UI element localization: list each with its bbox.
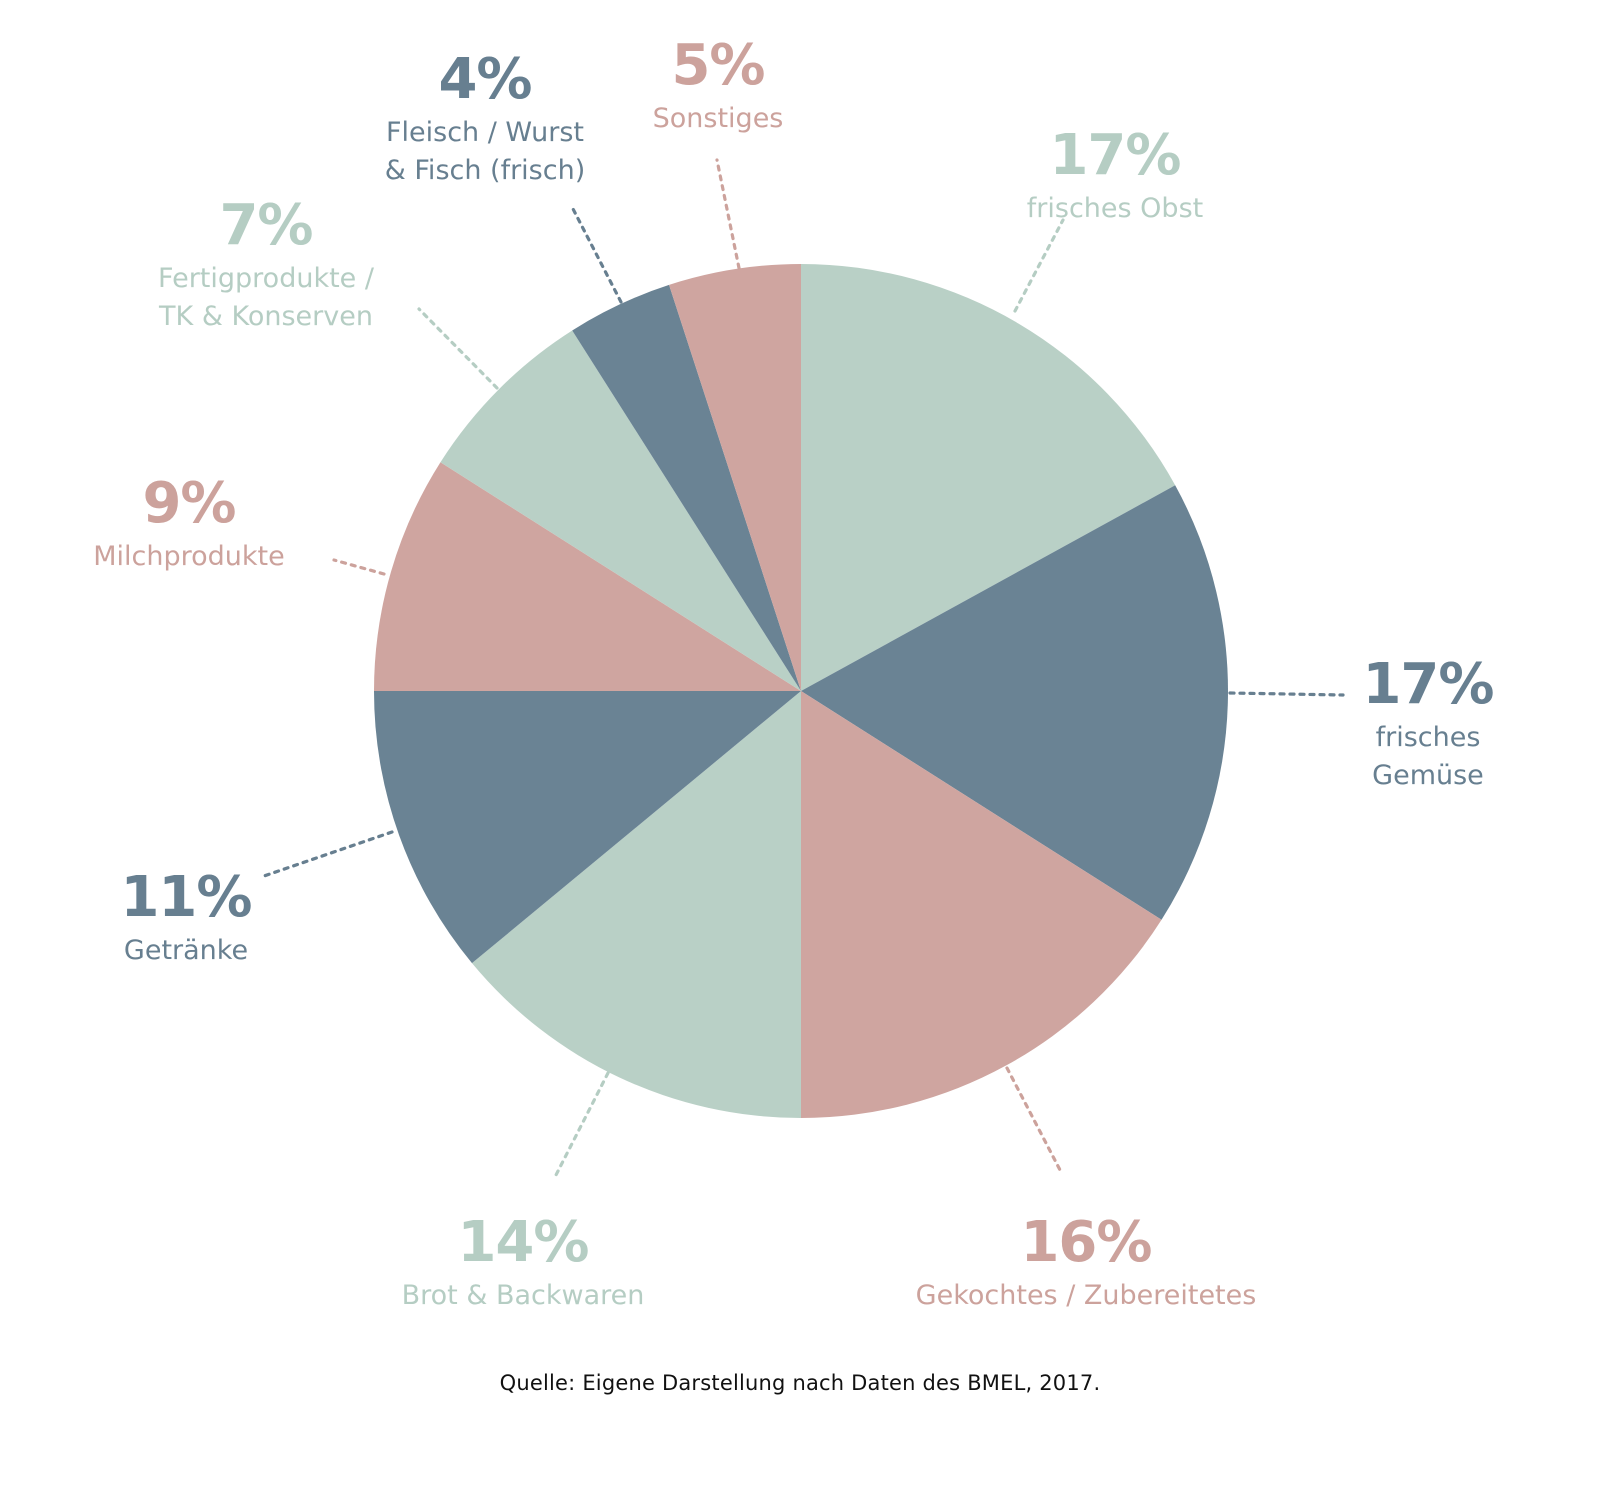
leader-line-fertigprodukte-tk-und-konserven xyxy=(417,307,499,390)
pie-slices xyxy=(373,264,1229,1118)
slice-getraenke xyxy=(374,691,801,964)
category-label-frisches-obst: frisches Obst xyxy=(1027,193,1203,224)
slice-sonstiges xyxy=(669,264,801,691)
value-label-fertigprodukte-tk-und-konserven: 7% xyxy=(219,193,312,258)
leader-line-sonstiges xyxy=(715,158,741,270)
leader-line-brot-und-backwaren xyxy=(554,1071,610,1177)
slice-gekochtes-zubereitetes xyxy=(801,691,1162,1118)
slice-milchprodukte xyxy=(373,462,801,691)
leader-line-gekochtes-zubereitetes xyxy=(1005,1066,1062,1172)
slice-fleisch-wurst-und-fisch-frisch xyxy=(572,284,801,691)
leader-line-frisches-gemuese xyxy=(1228,691,1345,697)
slice-frisches-obst xyxy=(801,264,1176,691)
value-label-frisches-gemuese: 17% xyxy=(1362,652,1493,717)
value-label-milchprodukte: 9% xyxy=(142,471,235,536)
category-label-getraenke: Getränke xyxy=(124,935,248,966)
category-label-brot-und-backwaren: Brot & Backwaren xyxy=(402,1280,645,1311)
category-label-gekochtes-zubereitetes: Gekochtes / Zubereitetes xyxy=(916,1280,1257,1311)
value-label-getraenke: 11% xyxy=(120,865,251,930)
value-label-brot-und-backwaren: 14% xyxy=(457,1210,588,1275)
category-label-fleisch-wurst-und-fisch-frisch: Fleisch / Wurst & Fisch (frisch) xyxy=(385,117,586,186)
category-label-milchprodukte: Milchprodukte xyxy=(93,541,285,572)
leader-line-milchprodukte xyxy=(332,558,386,576)
leader-line-fleisch-wurst-und-fisch-frisch xyxy=(569,203,623,304)
category-label-frisches-gemuese: frisches Gemüse xyxy=(1372,722,1484,791)
slice-fertigprodukte-tk-und-konserven xyxy=(440,330,801,691)
leader-line-getraenke xyxy=(262,830,394,878)
value-label-gekochtes-zubereitetes: 16% xyxy=(1020,1210,1151,1275)
value-label-frisches-obst: 17% xyxy=(1049,123,1180,188)
source-note: Quelle: Eigene Darstellung nach Daten de… xyxy=(499,1371,1101,1395)
value-label-sonstiges: 5% xyxy=(671,33,764,98)
category-label-sonstiges: Sonstiges xyxy=(653,103,784,134)
category-label-fertigprodukte-tk-und-konserven: Fertigprodukte / TK & Konserven xyxy=(158,263,375,332)
value-label-fleisch-wurst-und-fisch-frisch: 4% xyxy=(438,47,531,112)
leader-line-frisches-obst xyxy=(1013,218,1065,313)
slice-frisches-gemuese xyxy=(801,485,1229,920)
leader-lines xyxy=(262,158,1345,1177)
slice-brot-und-backwaren xyxy=(471,691,801,1118)
